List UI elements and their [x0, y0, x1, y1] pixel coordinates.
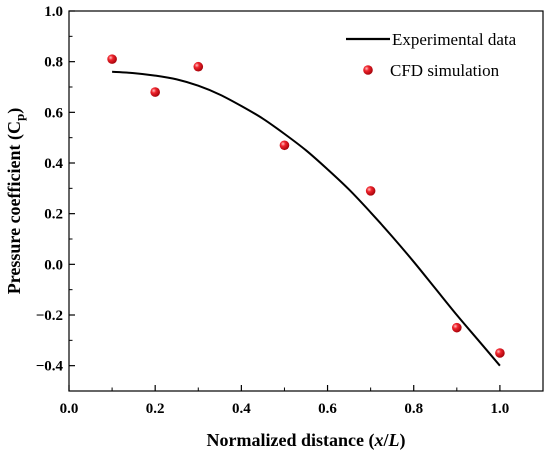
x-tick-label: 0.4 — [232, 401, 251, 417]
cfd-simulation-point — [107, 54, 117, 64]
y-tick-label: 1.0 — [44, 4, 63, 20]
y-tick-label: 0.4 — [44, 156, 63, 172]
x-tick-label: 0.8 — [404, 401, 423, 417]
cfd-simulation-point — [150, 87, 160, 97]
x-tick-label: 0.2 — [146, 401, 165, 417]
y-tick-label: 0.6 — [44, 105, 63, 121]
x-axis-title: Normalized distance (x/L) — [207, 430, 406, 451]
x-axis-ticks: 0.0 0.2 0.4 0.6 0.8 1.0 — [60, 385, 544, 417]
x-tick-label: 0.0 — [60, 401, 79, 417]
cfd-simulation-point — [452, 322, 462, 333]
x-tick-label: 0.6 — [318, 401, 337, 417]
y-tick-label: −0.2 — [36, 308, 63, 324]
y-tick-label: −0.4 — [36, 359, 64, 375]
cfd-simulation-point — [495, 348, 505, 358]
y-axis-ticks: −0.4 −0.2 0.0 0.2 0.4 0.6 0.8 1.0 — [36, 4, 75, 392]
x-tick-label: 1.0 — [491, 401, 510, 417]
series-layer — [107, 54, 505, 367]
legend-label-experimental: Experimental data — [392, 30, 517, 49]
experimental-data-line — [112, 70, 501, 367]
y-tick-label: 0.8 — [44, 55, 63, 71]
y-tick-label: 0.0 — [44, 257, 63, 273]
y-axis-title: Pressure coefficient (Cp) — [4, 108, 27, 295]
cfd-simulation-point — [193, 61, 204, 72]
legend: Experimental data CFD simulation — [346, 30, 517, 80]
cfd-simulation-point — [279, 140, 290, 151]
legend-marker-cfd — [363, 65, 373, 75]
legend-label-cfd: CFD simulation — [390, 61, 500, 80]
cfd-simulation-point — [365, 186, 376, 196]
y-tick-label: 0.2 — [44, 207, 63, 223]
